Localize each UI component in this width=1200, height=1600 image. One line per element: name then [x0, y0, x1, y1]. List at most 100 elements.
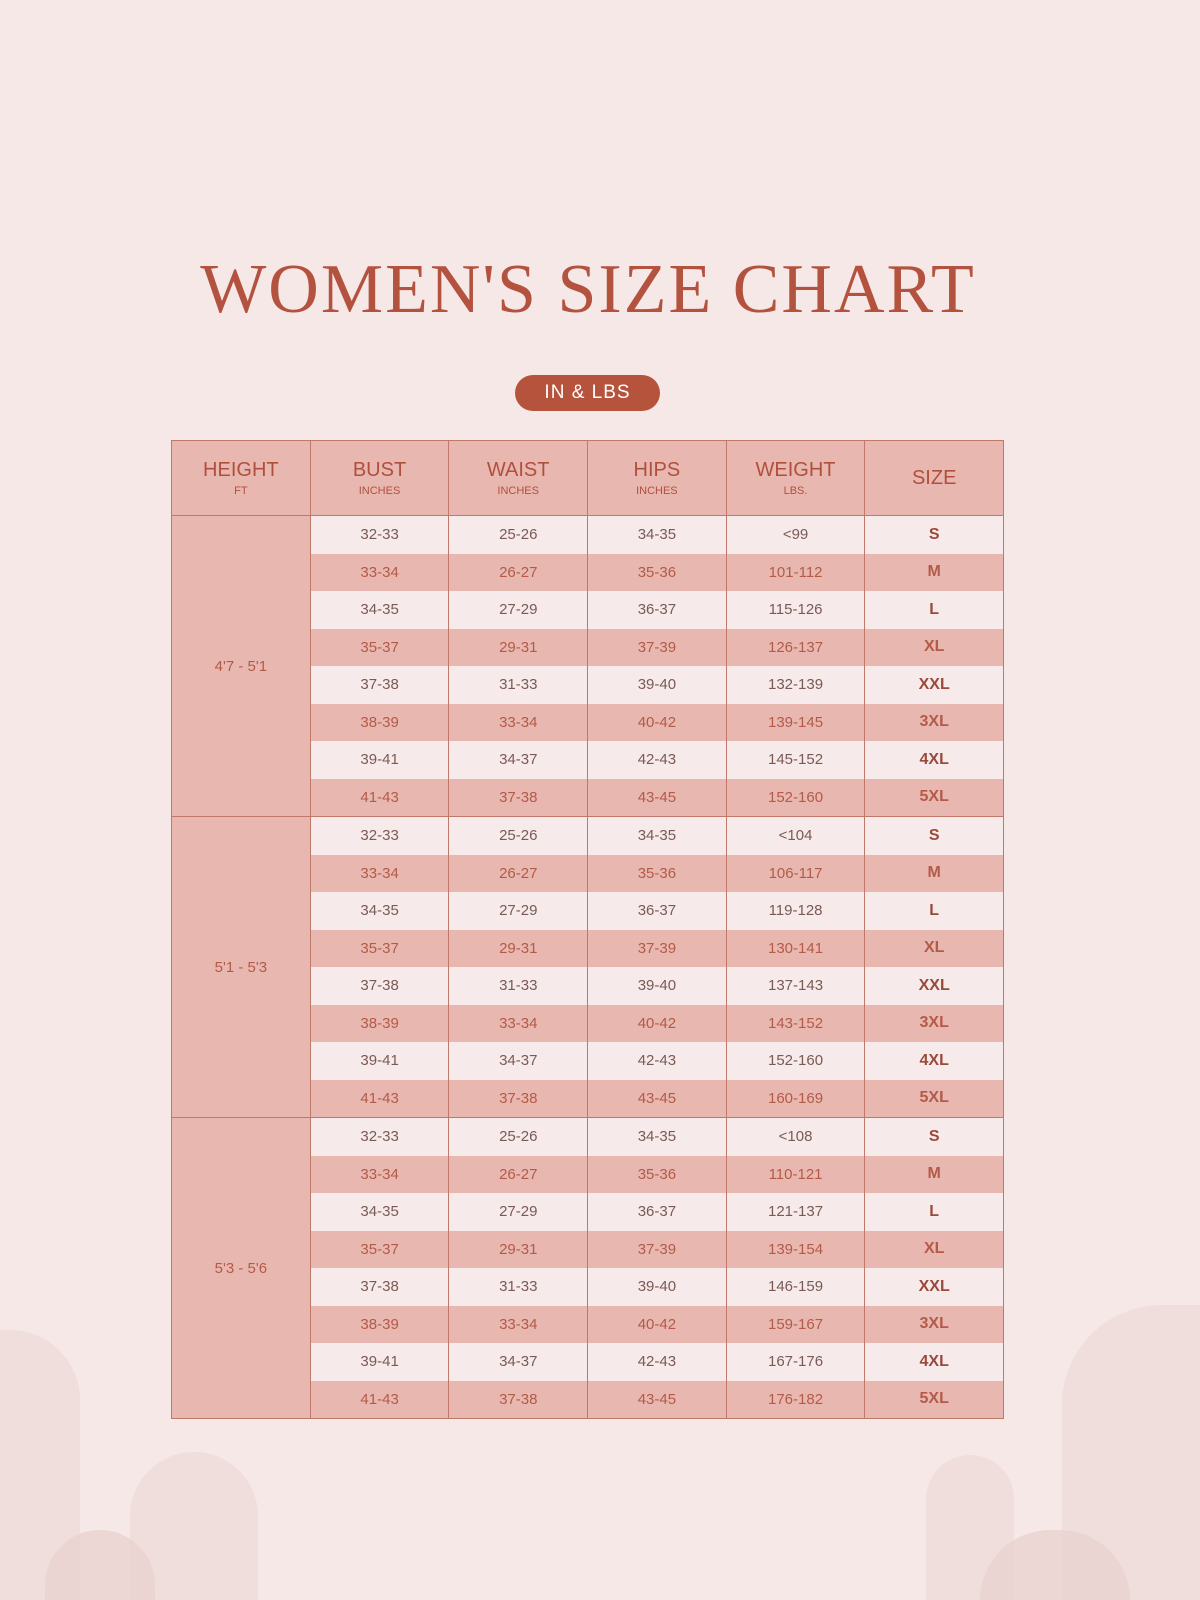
hips-cell: 35-36 [588, 553, 727, 591]
column-header-label: WEIGHT [755, 459, 836, 481]
size-cell: M [927, 1165, 941, 1183]
height-range-cell: 5'3 - 5'6 [172, 1118, 311, 1418]
weight-cell: 145-152 [727, 741, 866, 779]
weight-cell: 139-154 [727, 1230, 866, 1268]
column-header-label: BUST [352, 459, 407, 481]
size-cell: M [927, 563, 941, 581]
hips-cell: 36-37 [588, 1193, 727, 1231]
column-header: SIZE [865, 441, 1003, 515]
waist-cell: 34-37 [449, 741, 589, 779]
size-cell: 3XL [919, 1014, 949, 1032]
height-group: 5'3 - 5'6 32-33 25-26 34-35 <108 S 33-34 26-27 3… [172, 1118, 1003, 1418]
size-chart-table: HEIGHT FT BUST INCHES WAIST INCHES HIPS INCHES W… [171, 440, 1004, 1419]
waist-cell: 31-33 [449, 666, 589, 704]
column-header: WEIGHT LBS. [727, 441, 866, 515]
bust-cell: 37-38 [311, 967, 450, 1005]
waist-cell: 27-29 [449, 591, 589, 629]
table-row: 41-43 37-38 43-45 160-169 5XL [310, 1079, 1003, 1117]
hips-cell: 34-35 [588, 1118, 727, 1156]
table-row: 34-35 27-29 36-37 115-126 L [310, 591, 1003, 629]
size-cell: L [929, 901, 940, 919]
weight-cell: 132-139 [727, 666, 866, 704]
hips-cell: 39-40 [588, 967, 727, 1005]
hips-cell: 35-36 [588, 854, 727, 892]
hips-cell: 34-35 [588, 817, 727, 855]
table-row: 38-39 33-34 40-42 143-152 3XL [310, 1004, 1003, 1042]
column-header-unit: LBS. [783, 485, 808, 497]
table-row: 41-43 37-38 43-45 152-160 5XL [310, 778, 1003, 816]
size-cell: S [928, 1127, 940, 1145]
size-cell: XL [923, 939, 945, 957]
weight-cell: 121-137 [727, 1193, 866, 1231]
bust-cell: 32-33 [311, 817, 450, 855]
weight-cell: <104 [727, 817, 866, 855]
table-row: 32-33 25-26 34-35 <104 S [310, 817, 1003, 855]
size-cell: 5XL [919, 1390, 949, 1408]
hips-cell: 39-40 [588, 666, 727, 704]
table-row: 33-34 26-27 35-36 110-121 M [310, 1155, 1003, 1193]
size-cell: 3XL [919, 713, 949, 731]
table-body: 4'7 - 5'1 32-33 25-26 34-35 <99 S 33-34 26-27 35… [172, 516, 1003, 1418]
weight-cell: 101-112 [727, 553, 866, 591]
size-cell: XXL [918, 1277, 950, 1295]
column-header-unit: INCHES [497, 485, 539, 497]
weight-cell: 152-160 [727, 1042, 866, 1080]
table-row: 34-35 27-29 36-37 119-128 L [310, 892, 1003, 930]
size-cell: XXL [918, 976, 950, 994]
bust-cell: 33-34 [311, 553, 450, 591]
bust-cell: 37-38 [311, 666, 450, 704]
column-header-unit: FT [234, 485, 248, 497]
column-header: HEIGHT FT [172, 441, 311, 515]
table-row: 35-37 29-31 37-39 139-154 XL [310, 1230, 1003, 1268]
table-row: 37-38 31-33 39-40 132-139 XXL [310, 666, 1003, 704]
waist-cell: 34-37 [449, 1343, 589, 1381]
bust-cell: 34-35 [311, 1193, 450, 1231]
column-header-label: HIPS [633, 459, 681, 481]
weight-cell: 106-117 [727, 854, 866, 892]
waist-cell: 33-34 [449, 703, 589, 741]
size-cell: L [929, 1202, 940, 1220]
weight-cell: 159-167 [727, 1305, 866, 1343]
table-row: 37-38 31-33 39-40 137-143 XXL [310, 967, 1003, 1005]
waist-cell: 29-31 [449, 929, 589, 967]
weight-cell: 115-126 [727, 591, 866, 629]
waist-cell: 25-26 [449, 516, 589, 554]
hips-cell: 37-39 [588, 1230, 727, 1268]
column-header-label: HEIGHT [203, 459, 279, 481]
bust-cell: 38-39 [311, 1305, 450, 1343]
bust-cell: 38-39 [311, 1004, 450, 1042]
column-header: BUST INCHES [311, 441, 450, 515]
hips-cell: 37-39 [588, 628, 727, 666]
table-row: 39-41 34-37 42-43 145-152 4XL [310, 741, 1003, 779]
hips-cell: 36-37 [588, 892, 727, 930]
size-cell: 5XL [919, 788, 949, 806]
weight-cell: 160-169 [727, 1079, 866, 1117]
height-range-cell: 5'1 - 5'3 [172, 817, 311, 1117]
hips-cell: 43-45 [588, 778, 727, 816]
waist-cell: 25-26 [449, 817, 589, 855]
size-cell: XL [923, 1240, 945, 1258]
hips-cell: 34-35 [588, 516, 727, 554]
table-row: 35-37 29-31 37-39 130-141 XL [310, 929, 1003, 967]
hips-cell: 35-36 [588, 1155, 727, 1193]
bust-cell: 38-39 [311, 703, 450, 741]
table-row: 39-41 34-37 42-43 167-176 4XL [310, 1343, 1003, 1381]
bust-cell: 39-41 [311, 1343, 450, 1381]
waist-cell: 27-29 [449, 1193, 589, 1231]
waist-cell: 25-26 [449, 1118, 589, 1156]
weight-cell: 167-176 [727, 1343, 866, 1381]
waist-cell: 26-27 [449, 854, 589, 892]
hips-cell: 40-42 [588, 1004, 727, 1042]
weight-cell: 143-152 [727, 1004, 866, 1042]
size-cell: M [927, 864, 941, 882]
bust-cell: 33-34 [311, 1155, 450, 1193]
table-row: 34-35 27-29 36-37 121-137 L [310, 1193, 1003, 1231]
size-cell: 5XL [919, 1089, 949, 1107]
table-row: 38-39 33-34 40-42 139-145 3XL [310, 703, 1003, 741]
table-row: 38-39 33-34 40-42 159-167 3XL [310, 1305, 1003, 1343]
unit-badge: IN & LBS [515, 375, 660, 411]
size-cell: L [929, 600, 940, 618]
size-cell: S [928, 525, 940, 543]
hips-cell: 39-40 [588, 1268, 727, 1306]
column-header-label: WAIST [486, 459, 550, 481]
